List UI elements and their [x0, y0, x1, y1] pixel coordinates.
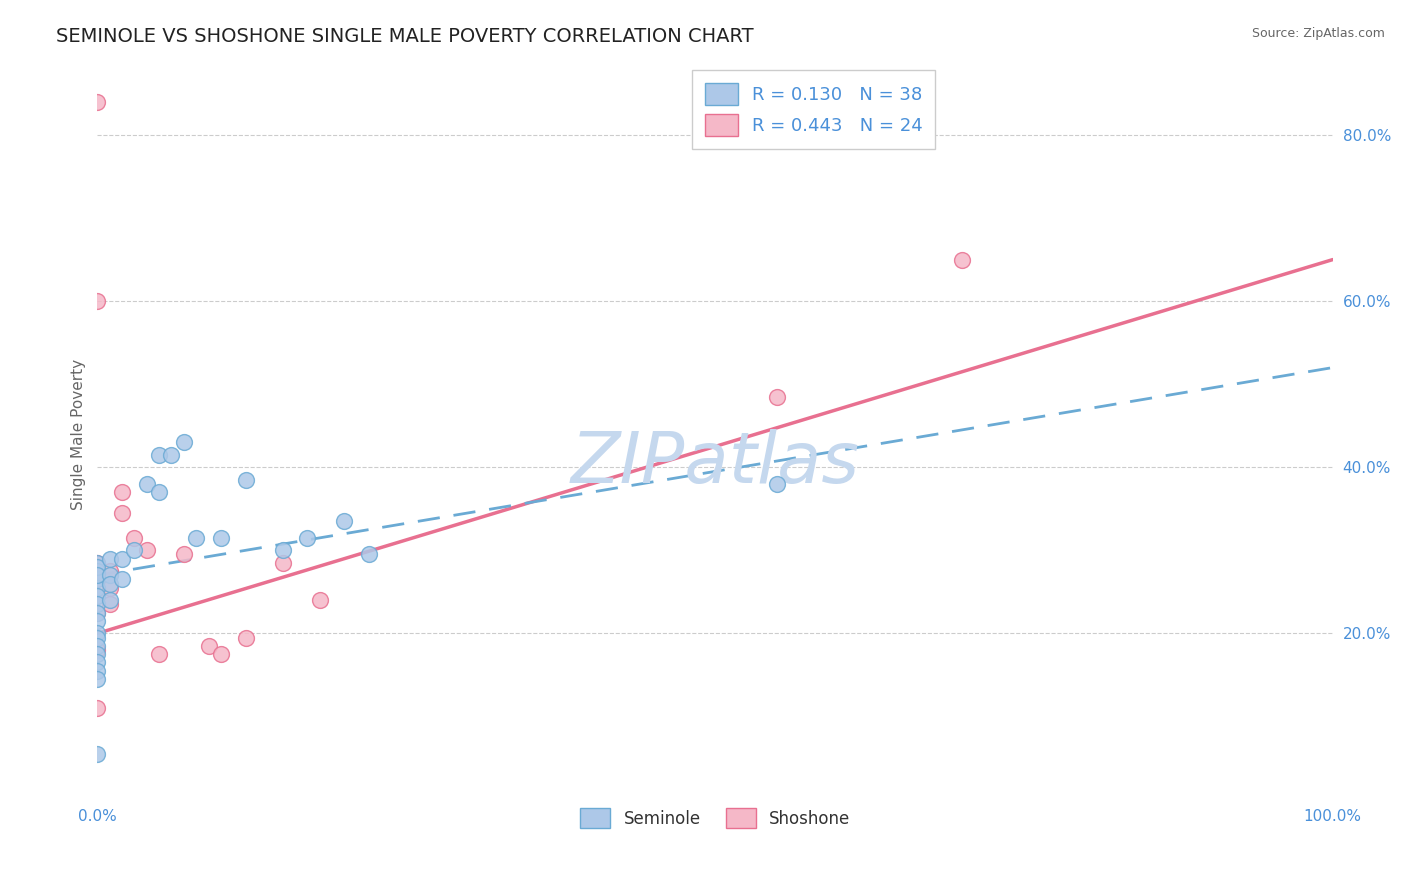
Point: [98, 568, 121, 582]
Point: [148, 485, 170, 500]
Point: [86, 643, 108, 657]
Point: [111, 485, 134, 500]
Point: [173, 548, 195, 562]
Point: [86, 573, 108, 587]
Point: [148, 647, 170, 661]
Point: [86, 556, 108, 570]
Point: [86, 564, 108, 578]
Point: [98, 551, 121, 566]
Point: [86, 701, 108, 715]
Point: [86, 664, 108, 678]
Point: [135, 543, 157, 558]
Point: [271, 543, 294, 558]
Point: [86, 606, 108, 620]
Point: [235, 473, 257, 487]
Point: [209, 531, 232, 545]
Point: [297, 531, 319, 545]
Point: [86, 747, 108, 761]
Text: ZIPatlas: ZIPatlas: [571, 429, 859, 498]
Text: SEMINOLE VS SHOSHONE SINGLE MALE POVERTY CORRELATION CHART: SEMINOLE VS SHOSHONE SINGLE MALE POVERTY…: [56, 27, 754, 45]
Point: [86, 614, 108, 628]
Point: [197, 639, 219, 653]
Point: [86, 589, 108, 603]
Point: [86, 294, 108, 309]
Legend: Seminole, Shoshone: Seminole, Shoshone: [574, 801, 856, 835]
Point: [111, 506, 134, 520]
Point: [86, 647, 108, 661]
Text: Source: ZipAtlas.com: Source: ZipAtlas.com: [1251, 27, 1385, 40]
Point: [186, 531, 208, 545]
Point: [98, 564, 121, 578]
Point: [86, 606, 108, 620]
Point: [135, 476, 157, 491]
Point: [235, 631, 257, 645]
Point: [209, 647, 232, 661]
Point: [359, 548, 381, 562]
Point: [86, 95, 108, 109]
Point: [111, 573, 134, 587]
Point: [124, 543, 146, 558]
Point: [98, 597, 121, 611]
Y-axis label: Single Male Poverty: Single Male Poverty: [72, 359, 86, 509]
Point: [86, 639, 108, 653]
Point: [86, 589, 108, 603]
Point: [173, 435, 195, 450]
Point: [111, 551, 134, 566]
Point: [86, 631, 108, 645]
Point: [86, 656, 108, 670]
Point: [86, 672, 108, 686]
Point: [766, 390, 789, 404]
Point: [271, 556, 294, 570]
Point: [86, 626, 108, 640]
Point: [86, 560, 108, 574]
Point: [766, 476, 789, 491]
Point: [160, 448, 183, 462]
Point: [98, 576, 121, 591]
Point: [148, 448, 170, 462]
Point: [98, 581, 121, 595]
Point: [308, 593, 330, 607]
Point: [98, 593, 121, 607]
Point: [86, 573, 108, 587]
Point: [86, 568, 108, 582]
Point: [86, 597, 108, 611]
Point: [124, 531, 146, 545]
Point: [86, 556, 108, 570]
Point: [86, 581, 108, 595]
Point: [333, 514, 356, 528]
Point: [950, 252, 973, 267]
